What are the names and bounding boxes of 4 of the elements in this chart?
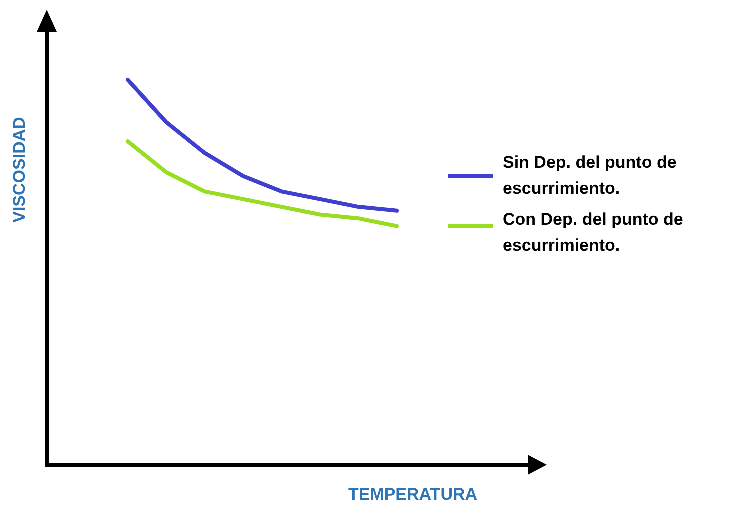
x-axis-title: TEMPERATURA (348, 485, 478, 504)
y-axis-title: VISCOSIDAD (10, 117, 29, 223)
legend-label: Sin Dep. del punto de escurrimiento. (503, 153, 677, 198)
legend-label: Con Dep. del punto de escurrimiento. (503, 210, 684, 255)
